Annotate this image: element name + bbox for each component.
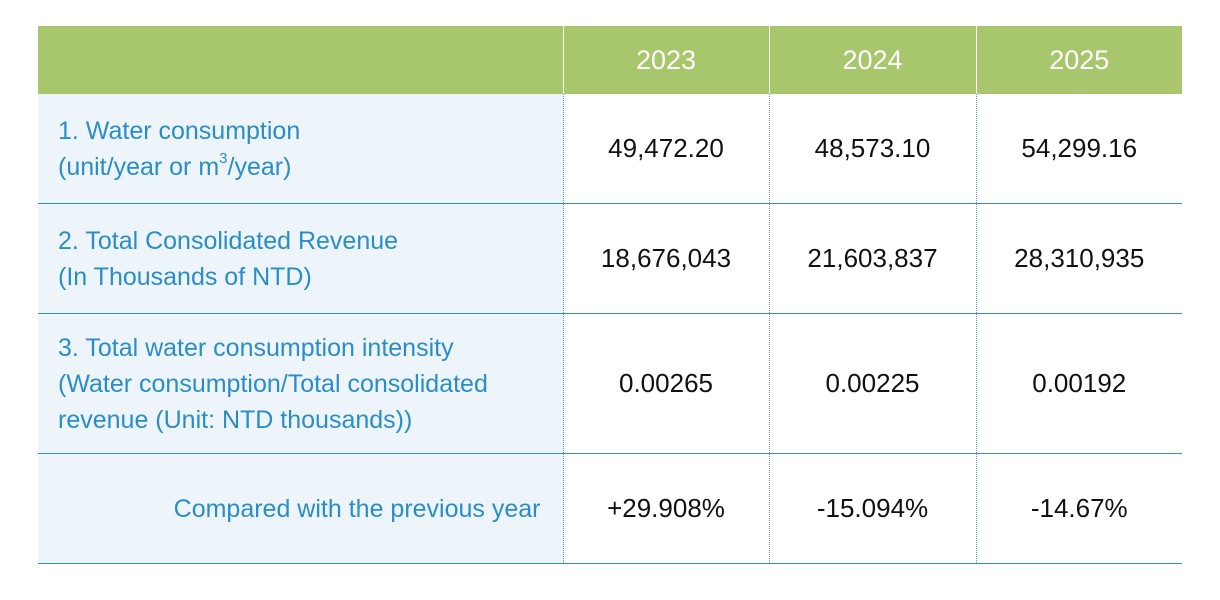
row-label-line: 3. Total water consumption intensity (58, 333, 454, 362)
table-cell: 48,573.10 (768, 94, 976, 204)
table-cell: 0.00225 (768, 313, 976, 454)
row-label-line: (Water consumption/Total consolidated (58, 369, 488, 398)
row-label-line: Compared with the previous year (173, 494, 541, 523)
table-cell: 18,676,043 (562, 203, 769, 314)
header-row: 2023 2024 2025 (38, 26, 1182, 94)
header-cell-empty (38, 26, 563, 94)
table-cell: 54,299.16 (975, 94, 1182, 204)
table-row: 3. Total water consumption intensity (Wa… (38, 313, 1182, 454)
table-cell: -14.67% (975, 453, 1182, 564)
header-cell-2023: 2023 (562, 26, 769, 94)
table-cell: 0.00265 (562, 313, 769, 454)
row-label-line: (In Thousands of NTD) (58, 262, 312, 291)
row-label-line: (unit/year or m3/year) (58, 149, 563, 185)
table-cell: -15.094% (768, 453, 976, 564)
water-consumption-table-container: 2023 2024 2025 1. Water consumption (uni… (38, 26, 1182, 564)
table-cell: 28,310,935 (975, 203, 1182, 314)
row-label-line: revenue (Unit: NTD thousands)) (58, 405, 413, 434)
unit-text: (unit/year or m (58, 152, 220, 181)
table-cell: +29.908% (562, 453, 769, 564)
row-label-comparison: Compared with the previous year (38, 453, 563, 564)
superscript-3: 3 (219, 149, 228, 167)
table-cell: 21,603,837 (768, 203, 976, 314)
table-row: Compared with the previous year +29.908%… (38, 453, 1182, 564)
row-label-line: 2. Total Consolidated Revenue (58, 226, 399, 255)
row-label-line: 1. Water consumption (58, 116, 301, 145)
table-cell: 49,472.20 (562, 94, 769, 204)
header-cell-2024: 2024 (768, 26, 976, 94)
unit-text: /year) (227, 152, 292, 181)
row-label-intensity: 3. Total water consumption intensity (Wa… (38, 313, 563, 454)
header-cell-2025: 2025 (975, 26, 1182, 94)
row-label-revenue: 2. Total Consolidated Revenue (In Thousa… (38, 203, 563, 314)
row-label-water-consumption: 1. Water consumption (unit/year or m3/ye… (38, 94, 563, 204)
table-cell: 0.00192 (975, 313, 1182, 454)
water-consumption-table: 2023 2024 2025 1. Water consumption (uni… (38, 26, 1182, 564)
table-row: 1. Water consumption (unit/year or m3/ye… (38, 94, 1182, 204)
table-row: 2. Total Consolidated Revenue (In Thousa… (38, 203, 1182, 314)
